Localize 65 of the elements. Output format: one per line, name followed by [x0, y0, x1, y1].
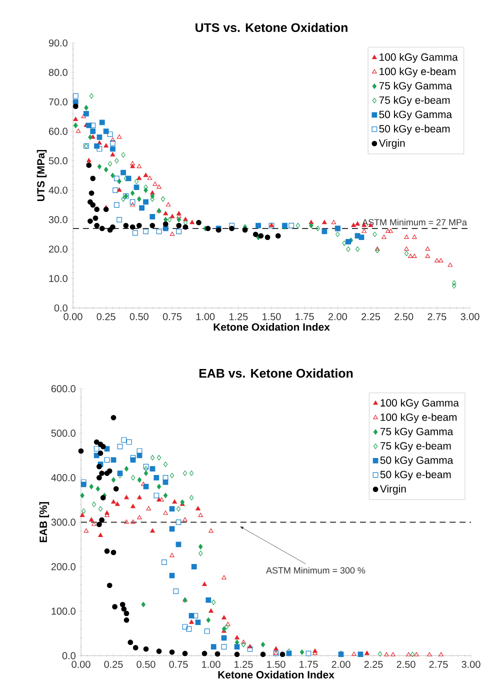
- legend-label: 50 kGy e-beam: [379, 124, 450, 135]
- legend-label: 75 kGy Gamma: [379, 82, 452, 92]
- ref-line-label: ASTM Minimum = 27 MPa: [362, 218, 467, 226]
- x-tick-label: 2.75: [429, 660, 448, 668]
- y-tick-label: 50.0: [48, 157, 68, 164]
- x-tick-label: 2.25: [364, 660, 383, 668]
- x-tick-label: 1.75: [300, 660, 318, 668]
- y-axis-title: EAB [%]: [39, 502, 50, 542]
- y-tick-label: 60.0: [48, 128, 68, 135]
- y-tick-label: 600.0: [51, 385, 76, 392]
- x-tick-label: 3.00: [460, 313, 480, 320]
- y-tick-label: 20.0: [48, 246, 68, 253]
- y-tick-label: 90.0: [48, 39, 68, 47]
- legend-label: Virgin: [380, 484, 406, 495]
- x-tick-label: 0.75: [162, 313, 182, 320]
- x-tick-label: 0.00: [64, 313, 82, 320]
- y-tick-label: 500.0: [51, 430, 76, 437]
- chart-title: EAB vs. Ketone Oxidation: [199, 368, 353, 378]
- y-tick-label: 100.0: [52, 608, 76, 615]
- x-tick-label: 1.00: [202, 660, 220, 668]
- legend-label: 75 kGy Gamma: [380, 428, 454, 438]
- x-tick-label: 3.00: [462, 660, 480, 668]
- legend-label: 50 kGy Gamma: [380, 456, 454, 466]
- x-tick-label: 0.25: [96, 313, 116, 320]
- x-tick-label: 2.50: [396, 660, 416, 668]
- legend-label: Virgin: [378, 139, 405, 149]
- x-tick-label: 1.00: [196, 313, 215, 320]
- y-tick-label: 0.0: [54, 304, 68, 312]
- ref-line-label: ASTM Minimum = 300 %: [266, 566, 366, 574]
- legend-label: 100 kGy Gamma: [380, 53, 458, 63]
- x-tick-label: 2.00: [332, 660, 350, 668]
- legend-label: 50 kGy Gamma: [379, 110, 452, 120]
- y-tick-label: 80.0: [48, 68, 68, 76]
- chart-title: UTS vs. Ketone Oxidation: [196, 22, 348, 32]
- x-tick-label: 1.50: [262, 313, 281, 320]
- y-tick-label: 0.0: [62, 652, 76, 660]
- y-tick-label: 30.0: [48, 216, 68, 224]
- y-tick-label: 200.0: [51, 563, 76, 570]
- x-tick-label: 0.00: [72, 660, 90, 668]
- x-tick-label: 0.50: [136, 660, 156, 668]
- y-tick-label: 40.0: [48, 186, 68, 194]
- x-tick-label: 0.75: [169, 660, 188, 668]
- y-tick-label: 300.0: [51, 518, 76, 526]
- x-axis-title: Ketone Oxidation Index: [214, 323, 330, 331]
- legend-label: 100 kGy Gamma: [380, 398, 459, 409]
- legend-label: 100 kGy e-beam: [380, 67, 456, 78]
- x-tick-label: 2.00: [328, 313, 347, 320]
- y-tick-label: 10.0: [49, 275, 68, 282]
- x-tick-label: 2.25: [362, 313, 380, 320]
- x-tick-label: 0.50: [130, 313, 148, 320]
- x-tick-label: 0.25: [104, 660, 123, 668]
- x-tick-label: 2.50: [394, 313, 414, 320]
- y-axis-title: UTS [MPa]: [36, 150, 47, 202]
- x-tick-label: 1.75: [296, 313, 314, 320]
- x-tick-label: 2.75: [428, 313, 446, 320]
- legend-label: 75 kGy e-beam: [379, 96, 450, 106]
- legend-label: 50 kGy e-beam: [380, 470, 451, 480]
- legend-label: 100 kGy e-beam: [380, 413, 457, 423]
- y-tick-label: 70.0: [48, 98, 68, 106]
- y-tick-label: 400.0: [51, 474, 76, 482]
- legend-label: 75 kGy e-beam: [380, 442, 451, 452]
- x-tick-label: 1.25: [234, 660, 253, 668]
- x-tick-label: 1.50: [267, 660, 286, 668]
- x-axis-title: Ketone Oxidation Index: [218, 670, 334, 678]
- x-tick-label: 1.25: [229, 313, 248, 320]
